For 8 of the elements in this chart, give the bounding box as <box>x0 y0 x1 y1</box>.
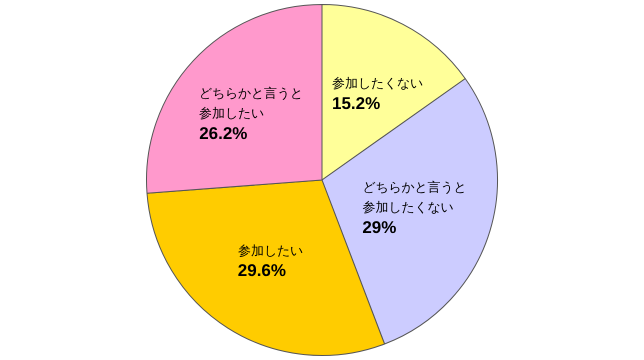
slice-label: 参加したくない <box>332 76 423 92</box>
slice-label: どちらかと言うと参加したい <box>199 86 304 122</box>
slice-label: 参加したい <box>238 244 303 259</box>
data-label: 29.6% <box>238 261 286 280</box>
slice-label: どちらかと言うと参加したくない <box>362 179 466 216</box>
data-label: 26.2% <box>199 124 248 144</box>
data-label: 15.2% <box>332 94 380 113</box>
data-label: 29% <box>362 218 396 237</box>
